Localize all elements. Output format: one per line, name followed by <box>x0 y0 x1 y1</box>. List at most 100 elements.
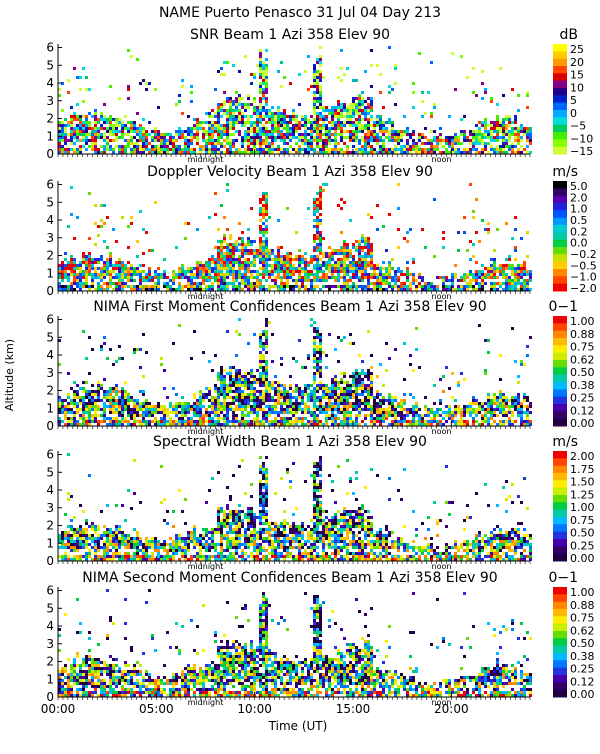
heatmap-cell <box>493 130 496 133</box>
heatmap-cell <box>268 408 271 411</box>
heatmap-cell <box>334 106 337 109</box>
heatmap-cell <box>118 357 121 360</box>
heatmap-cell <box>310 279 313 282</box>
heatmap-cell <box>151 249 154 252</box>
heatmap-cell <box>283 148 286 151</box>
heatmap-cell <box>103 417 106 420</box>
heatmap-cell <box>64 408 67 411</box>
heatmap-cell <box>301 399 304 402</box>
heatmap-cell <box>196 411 199 414</box>
heatmap-cell <box>232 276 235 279</box>
heatmap-cell <box>310 414 313 417</box>
heatmap-cell <box>91 261 94 264</box>
heatmap-cell <box>520 273 523 276</box>
heatmap-cell <box>430 142 433 145</box>
heatmap-cell <box>328 246 331 249</box>
heatmap-cell <box>289 384 292 387</box>
heatmap-cell <box>247 387 250 390</box>
heatmap-cell <box>115 282 118 285</box>
heatmap-cell <box>208 130 211 133</box>
heatmap-cell <box>514 228 517 231</box>
heatmap-cell <box>343 399 346 402</box>
heatmap-cell <box>61 276 64 279</box>
heatmap-cell <box>319 127 322 130</box>
heatmap-cell <box>262 124 265 127</box>
heatmap-cell <box>76 133 79 136</box>
heatmap-cell <box>70 402 73 405</box>
heatmap-cell <box>316 405 319 408</box>
heatmap-cell <box>70 399 73 402</box>
heatmap-cell <box>145 139 148 142</box>
heatmap-cell <box>133 267 136 270</box>
heatmap-cell <box>121 130 124 133</box>
heatmap-cell <box>484 282 487 285</box>
heatmap-cell <box>295 411 298 414</box>
heatmap-cell <box>103 282 106 285</box>
heatmap-cell <box>346 408 349 411</box>
heatmap-cell <box>67 420 70 423</box>
heatmap-cell <box>76 118 79 121</box>
heatmap-cell <box>298 249 301 252</box>
heatmap-cell <box>151 276 154 279</box>
heatmap-cell <box>67 285 70 288</box>
heatmap-cell <box>238 402 241 405</box>
heatmap-cell <box>526 106 529 109</box>
heatmap-cell <box>421 100 424 103</box>
heatmap-cell <box>418 285 421 288</box>
heatmap-cell <box>277 106 280 109</box>
heatmap-cell <box>277 249 280 252</box>
heatmap-cell <box>379 127 382 130</box>
heatmap-cell <box>430 130 433 133</box>
heatmap-cell <box>358 252 361 255</box>
heatmap-cell <box>262 192 265 195</box>
heatmap-cell <box>115 399 118 402</box>
heatmap-cell <box>181 411 184 414</box>
heatmap-cell <box>61 420 64 423</box>
heatmap-cell <box>157 130 160 133</box>
heatmap-cell <box>232 258 235 261</box>
heatmap-cell <box>352 381 355 384</box>
heatmap-cell <box>115 417 118 420</box>
heatmap-cell <box>484 127 487 130</box>
heatmap-cell <box>223 100 226 103</box>
heatmap-cell <box>235 390 238 393</box>
heatmap-cell <box>235 103 238 106</box>
heatmap-cell <box>358 378 361 381</box>
heatmap-cell <box>202 148 205 151</box>
heatmap-cell <box>85 76 88 79</box>
heatmap-cell <box>241 279 244 282</box>
heatmap-cell <box>361 258 364 261</box>
heatmap-cell <box>85 279 88 282</box>
heatmap-cell <box>370 366 373 369</box>
heatmap-cell <box>343 106 346 109</box>
heatmap-cell <box>238 390 241 393</box>
heatmap-cell <box>196 276 199 279</box>
heatmap-cell <box>244 396 247 399</box>
heatmap-cell <box>130 417 133 420</box>
heatmap-cell <box>241 381 244 384</box>
heatmap-cell <box>259 243 262 246</box>
heatmap-cell <box>211 121 214 124</box>
heatmap-cell <box>442 276 445 279</box>
heatmap-cell <box>205 411 208 414</box>
heatmap-cell <box>274 285 277 288</box>
heatmap-cell <box>496 148 499 151</box>
heatmap-cell <box>370 264 373 267</box>
heatmap-cell <box>271 121 274 124</box>
heatmap-cell <box>220 115 223 118</box>
heatmap-cell <box>289 264 292 267</box>
heatmap-cell <box>268 396 271 399</box>
heatmap-cell <box>205 267 208 270</box>
heatmap-cell <box>514 127 517 130</box>
heatmap-cell <box>397 420 400 423</box>
heatmap-cell <box>139 276 142 279</box>
heatmap-cell <box>259 249 262 252</box>
heatmap-cell <box>406 127 409 130</box>
heatmap-cell <box>526 273 529 276</box>
heatmap-cell <box>181 273 184 276</box>
heatmap-cell <box>223 103 226 106</box>
heatmap-cell <box>403 285 406 288</box>
heatmap-cell <box>112 387 115 390</box>
heatmap-cell <box>337 106 340 109</box>
heatmap-cell <box>124 285 127 288</box>
